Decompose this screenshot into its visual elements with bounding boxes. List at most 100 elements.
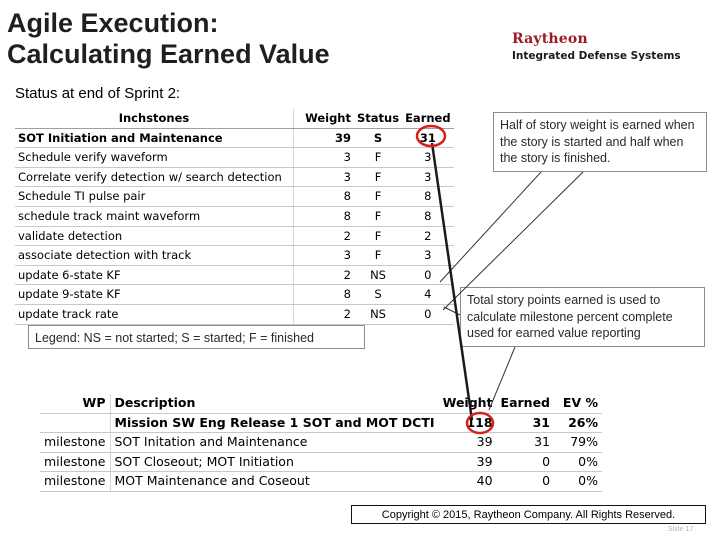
inchstone-weight: 8	[293, 186, 354, 207]
milestone-wp	[40, 413, 111, 433]
milestone-ev-percent: 79%	[554, 432, 603, 453]
inchstone-weight: 2	[293, 304, 354, 325]
table-row: update track rate 2 NS 0	[15, 304, 454, 325]
inchstone-earned: 31	[402, 128, 454, 149]
milestone-weight: 40	[438, 471, 497, 492]
table-row: associate detection with track 3 F 3	[15, 245, 454, 266]
inchstone-status: S	[354, 284, 403, 305]
milestone-ev-percent: 26%	[554, 413, 603, 433]
inchstone-status: NS	[354, 265, 403, 286]
table-row: update 6-state KF 2 NS 0	[15, 265, 454, 286]
milestone-earned: 0	[496, 452, 555, 472]
inchstone-earned: 4	[402, 284, 454, 305]
milestone-earned: 31	[496, 432, 555, 453]
col-header-weight: Weight	[293, 109, 354, 129]
inchstone-status: F	[354, 147, 403, 168]
milestone-wp: milestone	[40, 432, 111, 453]
table-row: milestone SOT Initation and Maintenance …	[40, 432, 603, 453]
table-row: schedule track maint waveform 8 F 8	[15, 206, 454, 227]
inchstone-name: schedule track maint waveform	[15, 206, 294, 227]
col-header-earned: Earned	[496, 394, 555, 414]
milestone-wp: milestone	[40, 471, 111, 492]
table-row: validate detection 2 F 2	[15, 226, 454, 247]
logo-name: Raytheon	[512, 31, 588, 47]
inchstone-weight: 39	[293, 128, 354, 149]
col-header-description: Description	[110, 394, 439, 414]
milestone-earned: 0	[496, 471, 555, 492]
inchstone-name: update track rate	[15, 304, 294, 325]
inchstone-earned: 3	[402, 245, 454, 266]
inchstone-name: validate detection	[15, 226, 294, 247]
inchstone-status: F	[354, 186, 403, 207]
inchstone-earned: 0	[402, 265, 454, 286]
inchstones-table: Inchstones Weight Status Earned SOT Init…	[15, 109, 454, 325]
inchstone-weight: 3	[293, 167, 354, 188]
col-header-inchstones: Inchstones	[15, 109, 294, 129]
inchstone-status: F	[354, 206, 403, 227]
inchstone-name: update 6-state KF	[15, 265, 294, 286]
inchstone-name: Correlate verify detection w/ search det…	[15, 167, 294, 188]
inchstone-weight: 2	[293, 265, 354, 286]
inchstone-weight: 3	[293, 245, 354, 266]
milestone-weight: 118	[438, 413, 497, 433]
slide-title-line-1: Agile Execution:	[7, 8, 219, 38]
raytheon-logo: Raytheon Integrated Defense Systems	[512, 31, 681, 62]
inchstone-earned: 3	[402, 167, 454, 188]
slide-number: Slide 17	[668, 526, 694, 533]
milestone-weight: 39	[438, 452, 497, 472]
milestone-header-row: WP Description Weight Earned EV %	[40, 394, 603, 414]
milestone-table: WP Description Weight Earned EV % Missio…	[40, 394, 603, 492]
inchstone-weight: 8	[293, 284, 354, 305]
col-header-wp: WP	[40, 394, 111, 414]
slide-title-line-2: Calculating Earned Value	[7, 39, 330, 69]
inchstone-weight: 2	[293, 226, 354, 247]
col-header-status: Status	[354, 109, 403, 129]
table-row: SOT Initiation and Maintenance 39 S 31	[15, 128, 454, 149]
inchstone-earned: 0	[402, 304, 454, 325]
milestone-ev-percent: 0%	[554, 471, 603, 492]
inchstone-earned: 2	[402, 226, 454, 247]
callout-pointer-line	[439, 171, 542, 283]
inchstone-name: associate detection with track	[15, 245, 294, 266]
milestone-description: SOT Initation and Maintenance	[110, 432, 439, 453]
milestone-description: SOT Closeout; MOT Initiation	[110, 452, 439, 472]
callout-half-weight: Half of story weight is earned when the …	[493, 112, 707, 172]
table-row: Schedule verify waveform 3 F 3	[15, 147, 454, 168]
table-row: Schedule TI pulse pair 8 F 8	[15, 186, 454, 207]
milestone-summary-row: Mission SW Eng Release 1 SOT and MOT DCT…	[40, 413, 603, 433]
inchstone-status: NS	[354, 304, 403, 325]
inchstone-status: F	[354, 226, 403, 247]
inchstone-weight: 8	[293, 206, 354, 227]
col-header-ev-percent: EV %	[554, 394, 603, 414]
inchstone-earned: 3	[402, 147, 454, 168]
logo-subtitle: Integrated Defense Systems	[512, 50, 681, 62]
milestone-earned: 31	[496, 413, 555, 433]
inchstone-name: SOT Initiation and Maintenance	[15, 128, 294, 149]
status-legend: Legend: NS = not started; S = started; F…	[28, 325, 365, 349]
inchstone-status: S	[354, 128, 403, 149]
table-row: Correlate verify detection w/ search det…	[15, 167, 454, 188]
milestone-description: Mission SW Eng Release 1 SOT and MOT DCT…	[110, 413, 439, 433]
milestone-ev-percent: 0%	[554, 452, 603, 472]
copyright-notice: Copyright © 2015, Raytheon Company. All …	[351, 505, 706, 524]
inchstone-earned: 8	[402, 186, 454, 207]
table-row: milestone MOT Maintenance and Coseout 40…	[40, 471, 603, 492]
slide-title: Agile Execution: Calculating Earned Valu…	[7, 8, 367, 70]
inchstone-name: Schedule verify waveform	[15, 147, 294, 168]
inchstone-earned: 8	[402, 206, 454, 227]
col-header-weight: Weight	[438, 394, 497, 414]
milestone-weight: 39	[438, 432, 497, 453]
inchstone-status: F	[354, 245, 403, 266]
callout-total-points: Total story points earned is used to cal…	[460, 287, 705, 347]
col-header-earned: Earned	[402, 109, 454, 129]
inchstone-weight: 3	[293, 147, 354, 168]
table-row: update 9-state KF 8 S 4	[15, 284, 454, 305]
inchstone-name: Schedule TI pulse pair	[15, 186, 294, 207]
inchstones-header-row: Inchstones Weight Status Earned	[15, 109, 454, 129]
table-row: milestone SOT Closeout; MOT Initiation 3…	[40, 452, 603, 472]
inchstone-name: update 9-state KF	[15, 284, 294, 305]
milestone-description: MOT Maintenance and Coseout	[110, 471, 439, 492]
status-heading: Status at end of Sprint 2:	[15, 85, 181, 102]
inchstone-status: F	[354, 167, 403, 188]
milestone-wp: milestone	[40, 452, 111, 472]
